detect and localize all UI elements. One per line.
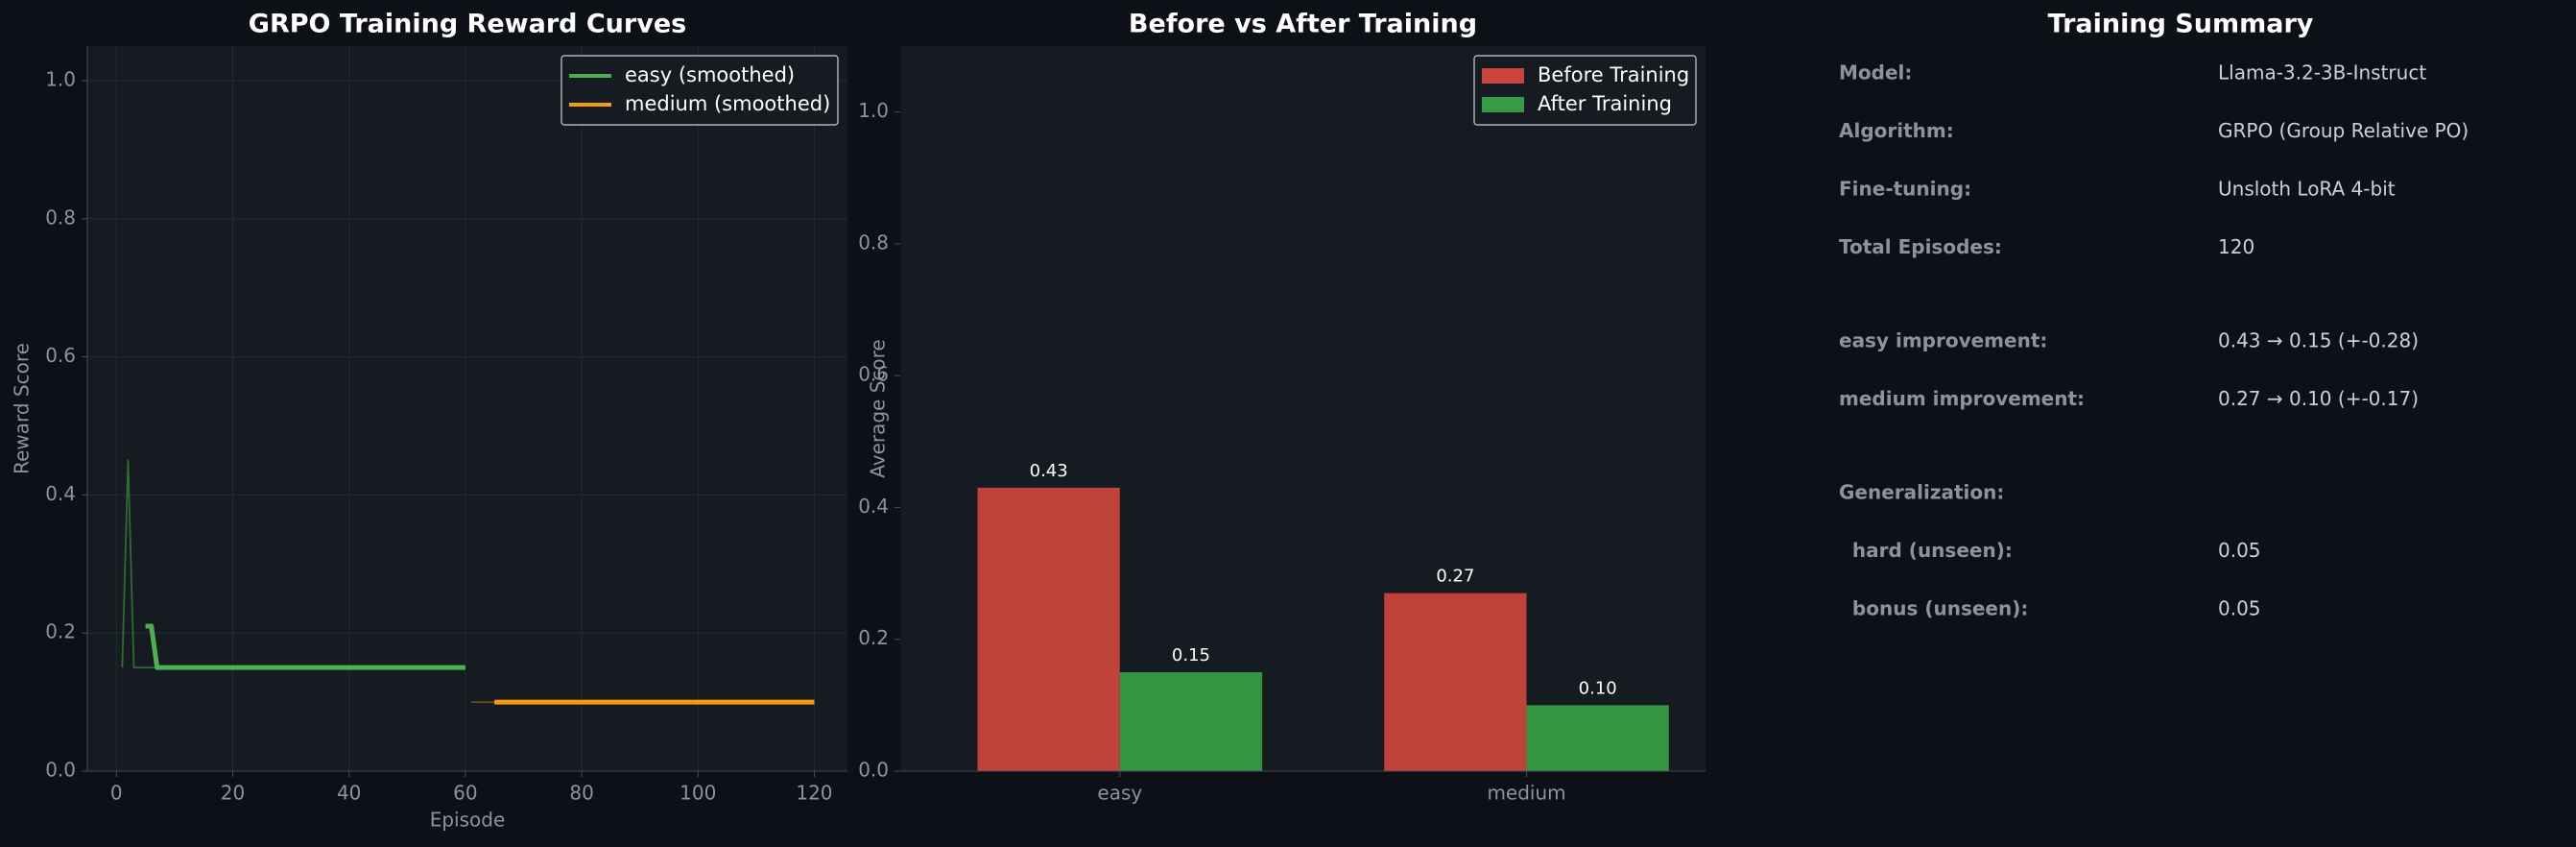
legend-label: medium (smoothed) <box>625 92 830 115</box>
y-tick-label: 0.0 <box>45 759 76 782</box>
series-line <box>145 623 465 670</box>
y-axis-label: Average Score <box>867 339 890 478</box>
y-tick-label: 0.2 <box>858 626 889 649</box>
summary-value: GRPO (Group Relative PO) <box>2218 119 2469 142</box>
x-tick-label: 0 <box>110 782 123 805</box>
x-tick-label: medium <box>1487 782 1565 805</box>
y-tick-label: 1.0 <box>45 67 76 90</box>
summary-label: Algorithm: <box>1839 119 1954 142</box>
x-tick-label: 120 <box>796 782 832 805</box>
summary-label: Model: <box>1839 61 1912 85</box>
x-tick-label: 80 <box>569 782 593 805</box>
bar <box>1119 672 1263 771</box>
y-tick-label: 0.6 <box>45 344 76 367</box>
bar <box>977 487 1120 771</box>
y-tick-label: 0.4 <box>858 495 889 518</box>
legend-box <box>561 55 839 126</box>
y-tick-label: 1.0 <box>858 99 889 122</box>
legend-label: Before Training <box>1538 63 1689 86</box>
chart-title: GRPO Training Reward Curves <box>249 10 686 39</box>
summary-value: Llama-3.2-3B-Instruct <box>2218 61 2426 85</box>
summary-label: bonus (unseen): <box>1839 597 2028 620</box>
value-label: 0.27 <box>1436 567 1474 587</box>
y-tick-label: 0.8 <box>45 206 76 229</box>
x-tick-label: 60 <box>453 782 477 805</box>
x-tick-label: 40 <box>337 782 361 805</box>
summary-label: medium improvement: <box>1839 387 2085 410</box>
summary-label: Generalization: <box>1839 481 2004 504</box>
x-tick-label: easy <box>1097 782 1142 805</box>
x-axis-label: Episode <box>430 809 506 832</box>
chart-title: Before vs After Training <box>1129 10 1477 39</box>
summary-label: Total Episodes: <box>1839 235 2002 258</box>
legend-swatch <box>1482 68 1524 84</box>
y-tick-label: 0.8 <box>858 230 889 254</box>
legend-label: After Training <box>1538 92 1672 115</box>
summary-label: easy improvement: <box>1839 329 2047 352</box>
summary-label: Fine-tuning: <box>1839 178 1971 201</box>
summary-label: hard (unseen): <box>1839 539 2013 562</box>
y-axis-label: Reward Score <box>11 343 34 474</box>
plot-area <box>87 46 847 771</box>
summary-value: 0.05 <box>2218 597 2261 620</box>
legend-box <box>1473 55 1697 126</box>
y-tick-label: 0.6 <box>858 363 889 386</box>
y-tick-label: 0.0 <box>858 759 889 782</box>
y-tick-label: 0.2 <box>45 620 76 643</box>
legend-label: easy (smoothed) <box>625 63 795 86</box>
value-label: 0.10 <box>1579 678 1617 698</box>
bar <box>1526 705 1669 771</box>
summary-value: 0.27 → 0.10 (+-0.17) <box>2218 387 2419 410</box>
bar <box>1384 593 1527 771</box>
summary-title: Training Summary <box>2048 10 2314 39</box>
summary-value: Unsloth LoRA 4-bit <box>2218 178 2396 201</box>
legend-swatch <box>1482 97 1524 112</box>
x-tick-label: 20 <box>221 782 245 805</box>
summary-value: 0.05 <box>2218 539 2261 562</box>
summary-value: 0.43 → 0.15 (+-0.28) <box>2218 329 2419 352</box>
summary-value: 120 <box>2218 235 2254 258</box>
y-tick-label: 0.4 <box>45 482 76 505</box>
value-label: 0.43 <box>1030 461 1068 481</box>
value-label: 0.15 <box>1172 645 1210 666</box>
x-tick-label: 100 <box>680 782 716 805</box>
